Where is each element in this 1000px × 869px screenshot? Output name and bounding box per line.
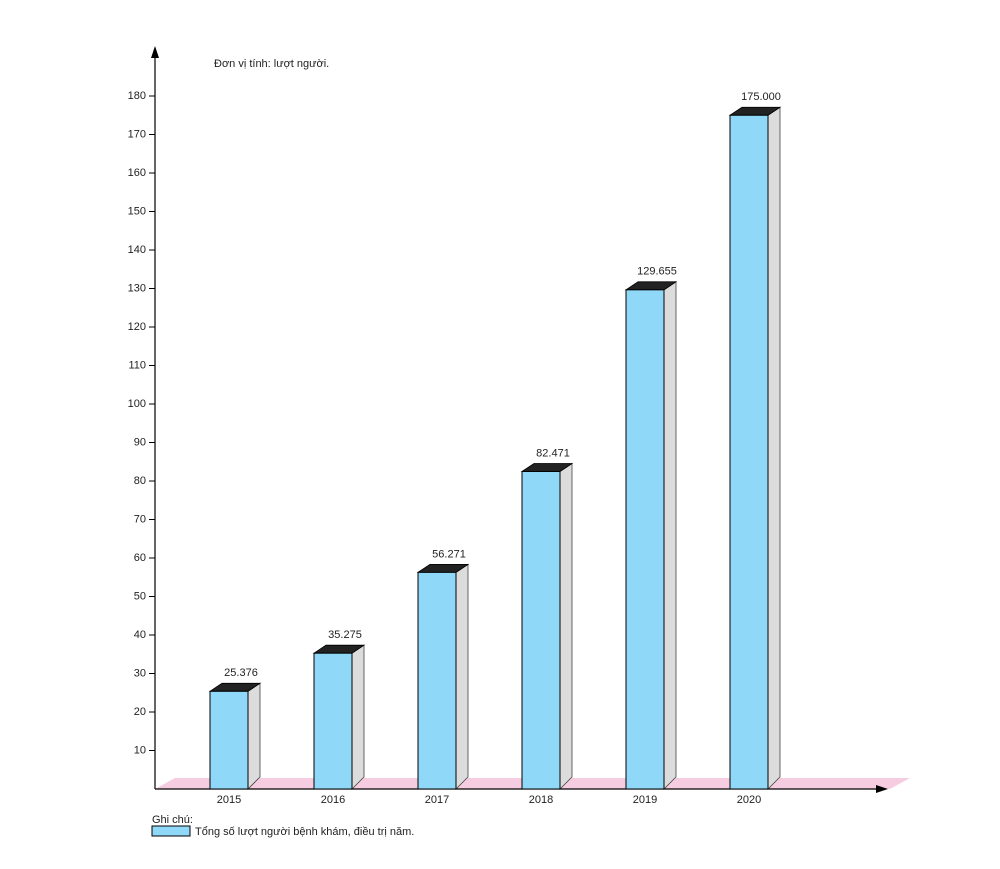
bar-side	[351, 644, 365, 790]
y-tick-label: 60	[134, 552, 146, 564]
value-label: 25.376	[224, 667, 258, 679]
y-tick-label: 90	[134, 436, 146, 448]
y-tick-label: 180	[128, 90, 146, 102]
value-label: 175.000	[741, 91, 781, 103]
bar	[209, 690, 249, 790]
y-tick-label: 50	[134, 590, 146, 602]
value-label: 56.271	[432, 548, 466, 560]
y-tick-label: 30	[134, 667, 146, 679]
y-tick-label: 70	[134, 513, 146, 525]
bar	[729, 114, 769, 790]
y-tick-label: 20	[134, 706, 146, 718]
y-tick-label: 160	[128, 167, 146, 179]
bar	[417, 571, 457, 790]
y-tick-label: 100	[128, 398, 146, 410]
legend-title: Ghi chú:	[152, 814, 193, 826]
legend-label: Tổng số lượt người bệnh khám, điều trị n…	[195, 826, 414, 838]
x-arrow	[876, 785, 888, 793]
bar	[313, 652, 353, 790]
y-tick-label: 130	[128, 282, 146, 294]
bar-side	[767, 106, 781, 790]
bar-side	[455, 563, 469, 790]
y-arrow	[151, 46, 159, 58]
unit-note: Đơn vị tính: lượt người.	[214, 58, 329, 70]
bar-side	[663, 281, 677, 790]
bar	[625, 289, 665, 790]
value-label: 82.471	[536, 447, 570, 459]
bar-side	[247, 682, 261, 790]
y-tick-label: 140	[128, 244, 146, 256]
value-label: 129.655	[637, 266, 677, 278]
x-tick-label: 2020	[737, 794, 761, 806]
x-tick-label: 2016	[321, 794, 345, 806]
x-tick-label: 2019	[633, 794, 657, 806]
y-tick-label: 80	[134, 475, 146, 487]
x-tick-label: 2015	[217, 794, 241, 806]
value-label: 35.275	[328, 629, 362, 641]
legend-swatch	[151, 825, 191, 837]
x-tick-label: 2017	[425, 794, 449, 806]
y-tick-label: 40	[134, 629, 146, 641]
y-tick-label: 170	[128, 128, 146, 140]
x-tick-label: 2018	[529, 794, 553, 806]
bar-side	[559, 462, 573, 790]
y-tick-label: 120	[128, 321, 146, 333]
y-tick-label: 10	[134, 744, 146, 756]
bar	[521, 470, 561, 790]
y-tick-label: 110	[128, 359, 146, 371]
y-tick-label: 150	[128, 205, 146, 217]
